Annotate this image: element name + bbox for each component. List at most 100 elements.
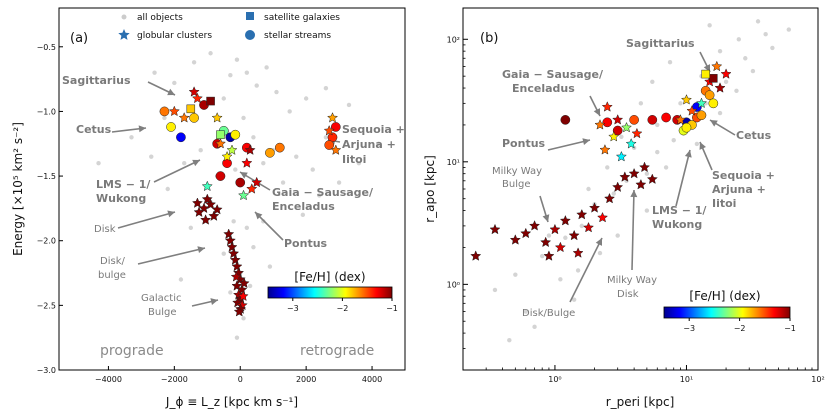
cluster-b-14 — [612, 181, 624, 193]
satellite-b-1 — [701, 69, 710, 79]
panel-b-markers — [470, 60, 732, 261]
all-object-a-2 — [191, 60, 197, 65]
ann-b-pontus: Pontus — [502, 137, 546, 150]
all-object-a-29 — [310, 167, 315, 172]
all-object-a-32 — [356, 160, 362, 166]
all-object-a-9 — [264, 65, 269, 70]
all-object-a-24 — [251, 135, 256, 140]
stream-a-10 — [265, 147, 275, 158]
xlabel-b: r_peri [kpc] — [606, 395, 675, 409]
stream-b-1 — [602, 117, 613, 128]
cluster-a-9 — [241, 157, 253, 168]
cluster-b-10 — [582, 221, 595, 233]
all-object-b-47 — [571, 297, 577, 302]
all-object-a-0 — [152, 70, 157, 75]
xtick-label-b-2: 10² — [811, 375, 824, 384]
stream-a-0 — [159, 106, 170, 117]
all-object-a-41 — [228, 290, 233, 295]
xlabel-a: J_ϕ ≡ L_z [kpc km s⁻¹] — [165, 395, 298, 409]
stream-a-16 — [215, 171, 226, 181]
cluster-b-13 — [603, 192, 616, 204]
all-object-b-41 — [638, 101, 644, 106]
all-object-b-3 — [563, 235, 568, 240]
cluster-b-6 — [549, 223, 561, 235]
all-object-a-23 — [241, 115, 246, 121]
ytick-label-a-1: −1.5 — [37, 172, 56, 181]
all-object-a-36 — [231, 219, 236, 224]
cluster-a-14 — [326, 112, 339, 123]
arrow-b-cetus-head — [710, 120, 718, 127]
cluster-a-5 — [214, 137, 227, 149]
arrow-a-pontus-head — [255, 212, 263, 220]
ann-a-diskbulge-1: Disk/ — [100, 256, 125, 267]
arrow-b-mwbulge-head — [542, 214, 550, 222]
ann-prograde: prograde — [100, 343, 164, 359]
stream-b-14 — [708, 98, 719, 109]
cluster-a-29 — [229, 254, 241, 265]
ann-a-sequoia: Sequoia + — [342, 123, 405, 136]
all-object-b-44 — [684, 42, 689, 48]
stream-b-0 — [560, 115, 571, 125]
cluster-a-27 — [226, 241, 238, 252]
ann-a-lms1: LMS − 1/ — [96, 178, 151, 191]
all-object-b-15 — [763, 32, 768, 37]
all-object-a-48 — [317, 193, 322, 198]
cluster-a-28 — [228, 247, 240, 259]
all-object-a-33 — [188, 225, 194, 230]
all-object-b-13 — [723, 79, 729, 84]
cluster-a-24 — [211, 203, 223, 215]
all-object-b-45 — [707, 23, 712, 28]
ann-a-diskbulge-2: bulge — [98, 270, 126, 281]
cluster-b-15 — [619, 171, 631, 182]
cluster-b-34 — [686, 105, 698, 116]
cluster-b-4 — [528, 220, 541, 231]
cluster-b-31 — [631, 127, 643, 139]
all-object-a-14 — [346, 102, 352, 108]
ann-b-diskbulge: Disk/Bulge — [522, 308, 575, 319]
cb-b-tick-label-1: −2 — [734, 324, 746, 333]
all-object-b-46 — [507, 338, 512, 343]
stream-b-3 — [629, 115, 639, 125]
all-object-a-50 — [96, 160, 101, 166]
stream-a-1 — [166, 122, 176, 132]
all-object-b-18 — [615, 233, 620, 238]
all-object-a-45 — [165, 186, 170, 192]
ann-a-enceladus: Enceladus — [272, 200, 335, 213]
stream-b-4 — [647, 115, 658, 125]
ytick-label-b-2: 10² — [447, 35, 460, 44]
ann-b-mwbulge-2: Bulge — [502, 179, 530, 190]
ann-a-wukong: Wukong — [96, 192, 146, 205]
legend-globular-clusters: globular clusters — [137, 31, 212, 41]
all-object-a-3 — [208, 51, 213, 56]
cluster-a-19 — [204, 198, 217, 210]
panel-b-tag: (b) — [480, 31, 498, 46]
cluster-b-38 — [714, 82, 726, 93]
arrow-b-diskbulge-shaft — [569, 237, 603, 303]
cluster-b-17 — [638, 161, 651, 173]
cluster-b-27 — [620, 121, 633, 133]
all-object-b-23 — [734, 88, 739, 93]
all-object-b-24 — [750, 68, 756, 74]
ann-b-cetus: Cetus — [736, 129, 772, 142]
colorbar-a-ticks: −3 −2 −1 — [287, 298, 398, 313]
colorbar-a — [267, 286, 393, 299]
cluster-a-12 — [237, 189, 250, 201]
cluster-b-20 — [554, 241, 566, 253]
stream-a-15 — [222, 158, 232, 168]
arrow-a-disk-head — [167, 210, 175, 218]
xtick-label-a-1: −2000 — [161, 375, 188, 384]
all-object-a-39 — [251, 244, 256, 250]
ann-b-sagittarius: Sagittarius — [626, 37, 695, 50]
all-object-a-16 — [149, 154, 154, 159]
cluster-b-24 — [601, 101, 613, 112]
arrow-a-lms1-head — [192, 159, 200, 167]
stream-a-14 — [324, 140, 335, 150]
all-object-a-1 — [172, 80, 177, 86]
all-object-b-31 — [655, 122, 660, 128]
panel-b-ticks: 10⁰ 10¹ 10² 10⁰ 10¹ 10² — [447, 35, 825, 384]
stream-a-17 — [235, 177, 246, 188]
cluster-a-13 — [201, 180, 213, 192]
ann-a-iitoi: Iitoi — [342, 153, 366, 166]
all-object-b-36 — [755, 19, 761, 24]
cluster-a-10 — [251, 176, 263, 188]
